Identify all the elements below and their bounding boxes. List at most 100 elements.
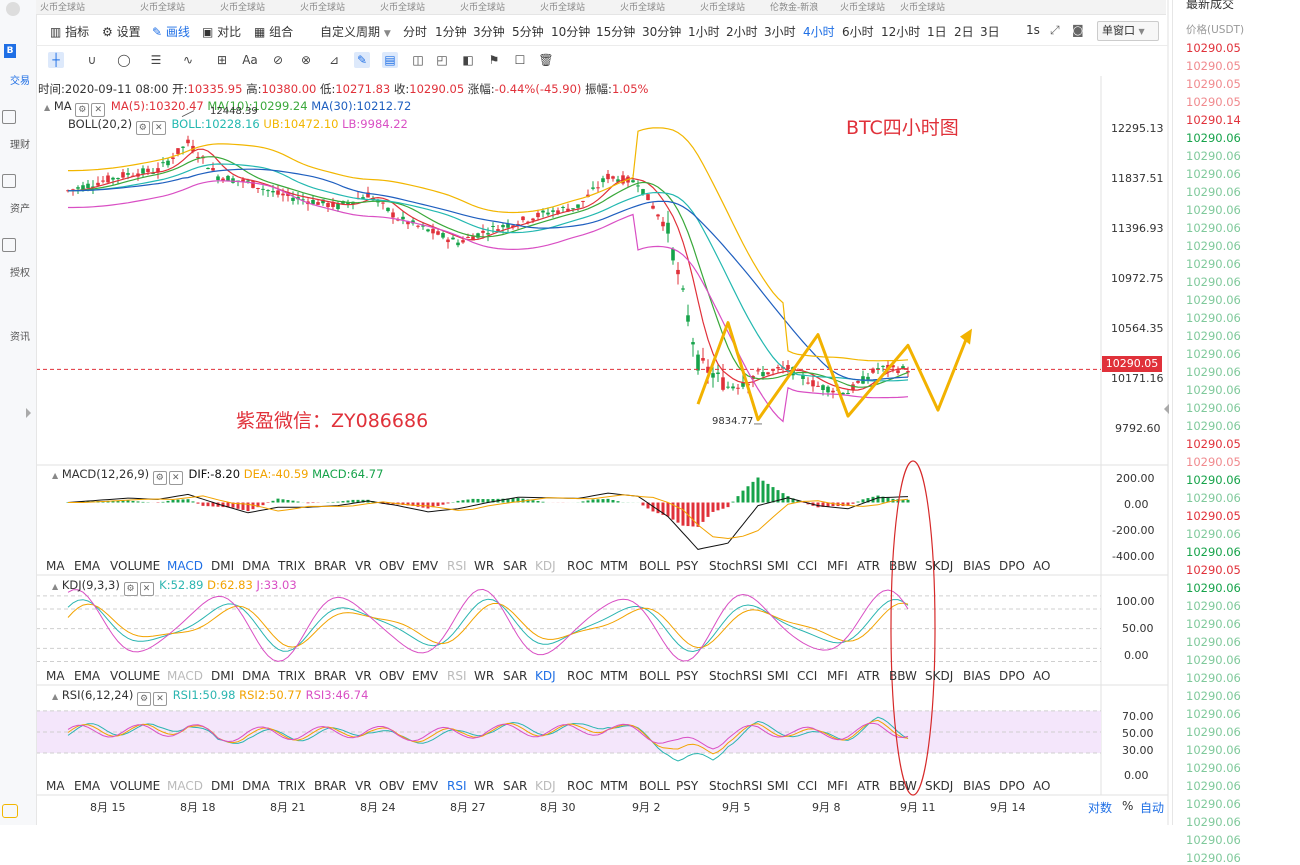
indicators-button[interactable]: ▥ 指标 [50,23,89,40]
indicator-tab-vr[interactable]: VR [355,779,372,793]
crosshair-icon[interactable]: ┼ [48,52,64,68]
indicator-tab-vr[interactable]: VR [355,669,372,683]
indicator-tab-emv[interactable]: EMV [412,669,438,683]
collapse-icon[interactable]: ▲ [52,471,58,480]
indicator-tab-trix[interactable]: TRIX [278,669,305,683]
site-tab[interactable]: 火币全球站 [220,0,265,13]
curve-icon[interactable]: ∪ [84,52,100,68]
period-option[interactable]: 10分钟 [551,23,590,40]
site-tab[interactable]: 火币全球站 [380,0,425,13]
period-option[interactable]: 2小时 [726,23,758,40]
indicator-tab-dpo[interactable]: DPO [999,559,1025,573]
indicator-tab-sar[interactable]: SAR [503,559,527,573]
indicator-tab-cci[interactable]: CCI [797,669,817,683]
indicator-tab-skdj[interactable]: SKDJ [925,779,953,793]
draw-button[interactable]: ✎ 画线 [152,23,190,40]
indicator-tab-macd[interactable]: MACD [167,669,203,683]
period-option[interactable]: 分时 [403,23,427,40]
indicator-tab-dmi[interactable]: DMI [211,669,234,683]
indicator-tab-kdj[interactable]: KDJ [535,669,556,683]
indicator-tab-roc[interactable]: ROC [567,669,593,683]
site-tab[interactable]: 伦敦金-新浪 [770,0,818,13]
indicator-tab-brar[interactable]: BRAR [314,669,347,683]
indicator-tab-mtm[interactable]: MTM [600,779,628,793]
indicator-tab-emv[interactable]: EMV [412,559,438,573]
indicator-tab-wr[interactable]: WR [474,779,494,793]
indicator-tab-macd[interactable]: MACD [167,779,203,793]
period-option[interactable]: 2日 [954,23,974,40]
indicator-tab-bbw[interactable]: BBW [889,669,917,683]
period-option[interactable]: 3小时 [764,23,796,40]
gear-icon[interactable]: ⚙ [153,471,167,485]
site-tab[interactable]: 火币全球站 [460,0,505,13]
indicator-tab-rsi[interactable]: RSI [447,669,467,683]
indicator-tab-obv[interactable]: OBV [379,669,405,683]
indicator-tab-ma[interactable]: MA [46,559,65,573]
close-icon[interactable]: ✕ [152,121,166,135]
collapse-icon[interactable]: ▲ [44,103,50,112]
indicator-tab-mtm[interactable]: MTM [600,669,628,683]
site-tab[interactable]: 火币全球站 [700,0,745,13]
period-option-active[interactable]: 4小时 [803,23,835,40]
camera-icon[interactable]: ◙ [1072,23,1084,37]
indicator-tab-atr[interactable]: ATR [857,669,880,683]
indicator-tab-roc[interactable]: ROC [567,559,593,573]
indicator-tab-psy[interactable]: PSY [676,779,698,793]
nav-auth[interactable]: 授权 [0,264,30,279]
auto-scale-button[interactable]: 自动 [1140,799,1164,816]
period-option[interactable]: 15分钟 [596,23,635,40]
text-icon[interactable]: Aa [242,52,258,68]
indicator-tab-volume[interactable]: VOLUME [110,779,160,793]
indicator-tab-psy[interactable]: PSY [676,559,698,573]
fullscreen-icon[interactable]: ⤢ [1050,23,1060,38]
close-icon[interactable]: ✕ [91,103,105,117]
indicator-tab-ema[interactable]: EMA [74,559,100,573]
collapse-icon[interactable]: ▲ [52,582,58,591]
indicator-tab-dmi[interactable]: DMI [211,559,234,573]
gear-icon[interactable]: ⚙ [136,121,150,135]
period-option[interactable]: 6小时 [842,23,874,40]
indicator-tab-stochrsi[interactable]: StochRSI [709,559,762,573]
indicator-tab-obv[interactable]: OBV [379,559,405,573]
combine-button[interactable]: ▦ 组合 [254,23,293,40]
indicator-tab-trix[interactable]: TRIX [278,559,305,573]
indicator-tab-stochrsi[interactable]: StochRSI [709,779,762,793]
gear-icon[interactable]: ⚙ [75,103,89,117]
indicator-tab-mfi[interactable]: MFI [827,779,848,793]
trash-icon[interactable]: 🗑 [538,52,554,68]
indicator-tab-cci[interactable]: CCI [797,779,817,793]
custom-period-dropdown[interactable]: 自定义周期 ▼ [320,23,391,40]
site-tab[interactable]: 火币全球站 [540,0,585,13]
indicator-tab-sar[interactable]: SAR [503,779,527,793]
indicator-tab-trix[interactable]: TRIX [278,779,305,793]
close-icon[interactable]: ✕ [169,471,183,485]
indicator-tab-skdj[interactable]: SKDJ [925,669,953,683]
gear-icon[interactable]: ⚙ [124,582,138,596]
indicator-tab-cci[interactable]: CCI [797,559,817,573]
indicator-tab-bias[interactable]: BIAS [963,779,991,793]
collapse-icon[interactable]: ▲ [52,692,58,701]
pattern-icon[interactable]: ⊘ [270,52,286,68]
indicator-tab-bias[interactable]: BIAS [963,559,991,573]
nav-news[interactable]: 资讯 [0,328,30,343]
copy-icon[interactable]: ◰ [434,52,450,68]
box-icon[interactable]: ☐ [512,52,528,68]
nav-trade[interactable]: 交易 [0,72,30,87]
indicator-tab-smi[interactable]: SMI [767,779,789,793]
indicator-tab-ao[interactable]: AO [1033,559,1050,573]
collapse-left-icon[interactable] [26,408,31,418]
indicator-tab-bbw[interactable]: BBW [889,779,917,793]
measure-icon[interactable]: ⊞ [214,52,230,68]
layers-icon[interactable]: ◧ [460,52,476,68]
indicator-tab-dma[interactable]: DMA [242,669,270,683]
indicator-tab-mfi[interactable]: MFI [827,669,848,683]
site-tab[interactable]: 火币全球站 [900,0,945,13]
indicator-tab-emv[interactable]: EMV [412,779,438,793]
indicator-tab-wr[interactable]: WR [474,669,494,683]
period-option[interactable]: 30分钟 [642,23,681,40]
wave-icon[interactable]: ∿ [180,52,196,68]
indicator-tab-brar[interactable]: BRAR [314,779,347,793]
indicator-tab-mfi[interactable]: MFI [827,559,848,573]
magnet-icon[interactable]: ⊗ [298,52,314,68]
indicator-tab-dmi[interactable]: DMI [211,779,234,793]
